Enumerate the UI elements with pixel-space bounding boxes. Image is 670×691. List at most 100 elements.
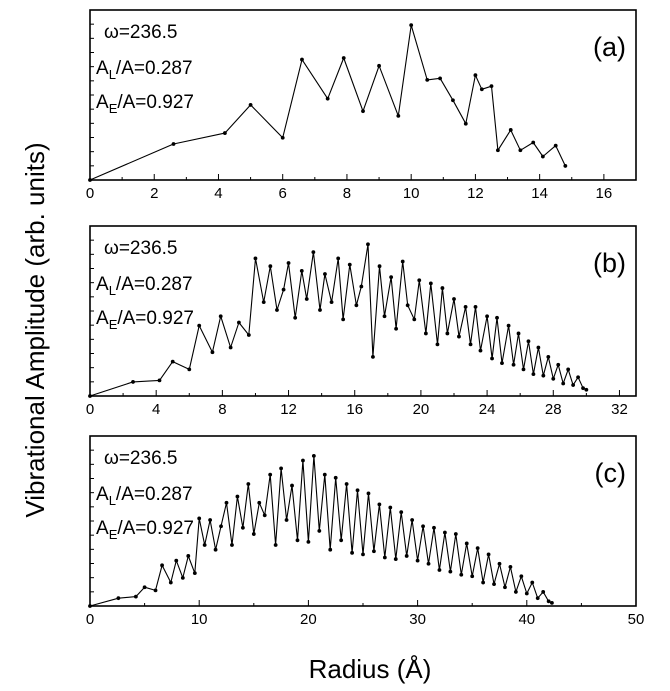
data-point (202, 543, 207, 547)
data-point (131, 380, 135, 384)
data-point (475, 546, 480, 551)
data-point (551, 376, 556, 381)
data-point (306, 539, 311, 544)
data-point (481, 580, 486, 585)
data-point (448, 569, 453, 574)
data-point (393, 557, 398, 561)
data-point (325, 96, 330, 101)
x-tick-label: 8 (218, 401, 226, 418)
data-point (377, 502, 382, 507)
data-point (473, 73, 478, 78)
data-point (412, 317, 417, 322)
data-point (550, 600, 554, 605)
data-point (197, 516, 202, 521)
data-point (192, 571, 197, 576)
data-point (492, 582, 496, 587)
data-point (457, 334, 461, 339)
data-point (317, 529, 322, 533)
data-point (541, 590, 546, 594)
x-tick-label: 40 (518, 611, 535, 628)
data-point (300, 57, 304, 62)
data-point (470, 574, 475, 579)
data-point (463, 304, 468, 309)
data-point (435, 342, 440, 347)
x-tick-label: 12 (280, 401, 297, 418)
data-point (428, 281, 433, 286)
ae-subscript: E (109, 101, 118, 116)
data-point (485, 314, 489, 319)
data-point (546, 355, 551, 359)
data-point (389, 275, 394, 280)
data-point (377, 264, 382, 269)
data-point (438, 76, 442, 81)
data-point (208, 518, 213, 522)
al-symbol: A (96, 58, 109, 79)
data-point (170, 359, 175, 364)
data-point (576, 375, 580, 380)
data-point (284, 518, 289, 522)
data-point (88, 604, 92, 608)
data-point (508, 128, 513, 132)
data-point (541, 373, 546, 378)
data-point (495, 148, 500, 153)
x-tick-label: 20 (300, 611, 317, 628)
data-point (218, 314, 223, 319)
data-point (153, 588, 158, 593)
data-point (400, 259, 405, 264)
x-tick-label: 12 (467, 185, 484, 202)
data-point (262, 513, 267, 518)
data-point (425, 78, 430, 82)
data-point (409, 23, 414, 28)
data-point (421, 524, 425, 529)
omega-annotation: ω=236.5 (104, 22, 177, 43)
data-point (556, 362, 561, 367)
data-point (405, 303, 410, 308)
data-point (453, 532, 458, 536)
data-point (500, 361, 504, 366)
data-point (571, 383, 576, 387)
ae-subscript: E (109, 317, 118, 332)
ae-value: /A=0.927 (117, 92, 194, 113)
data-point (451, 98, 455, 103)
data-point (361, 552, 365, 557)
data-point (581, 386, 585, 391)
data-point (396, 113, 401, 118)
data-point (468, 342, 473, 347)
data-point (228, 345, 233, 350)
ae-symbol: A (96, 308, 109, 329)
x-tick-label: 24 (479, 401, 496, 418)
x-tick-label: 8 (343, 185, 351, 202)
data-point (366, 242, 370, 247)
al-symbol: A (96, 484, 109, 505)
data-point (399, 510, 404, 515)
data-point (513, 590, 518, 594)
data-point (497, 561, 502, 566)
data-point (230, 543, 234, 547)
data-point (248, 103, 253, 107)
data-point (224, 500, 229, 505)
data-point (171, 142, 176, 146)
panel-label: (a) (593, 32, 626, 62)
data-point (584, 387, 589, 392)
x-tick-label: 4 (152, 401, 160, 418)
panel-c: 0 10 20 30 40 50ω=236.5AL/A=0.287AE/A=0.927(c… (86, 435, 644, 628)
x-tick-label: 2 (150, 185, 158, 202)
data-point (246, 333, 251, 337)
data-point (328, 547, 333, 552)
data-point (240, 525, 245, 530)
data-point (495, 315, 499, 320)
data-point (473, 304, 478, 309)
data-point (251, 532, 256, 536)
data-point (222, 131, 227, 135)
ae-symbol: A (96, 518, 109, 539)
ae-symbol: A (96, 92, 109, 113)
data-point (377, 63, 381, 68)
data-point (540, 154, 545, 159)
data-point (410, 518, 415, 522)
x-tick-label: 10 (403, 185, 420, 202)
data-point (518, 148, 523, 153)
data-point (521, 367, 526, 372)
data-point (516, 331, 521, 336)
data-point (354, 303, 359, 308)
x-tick-label: 20 (413, 401, 430, 418)
